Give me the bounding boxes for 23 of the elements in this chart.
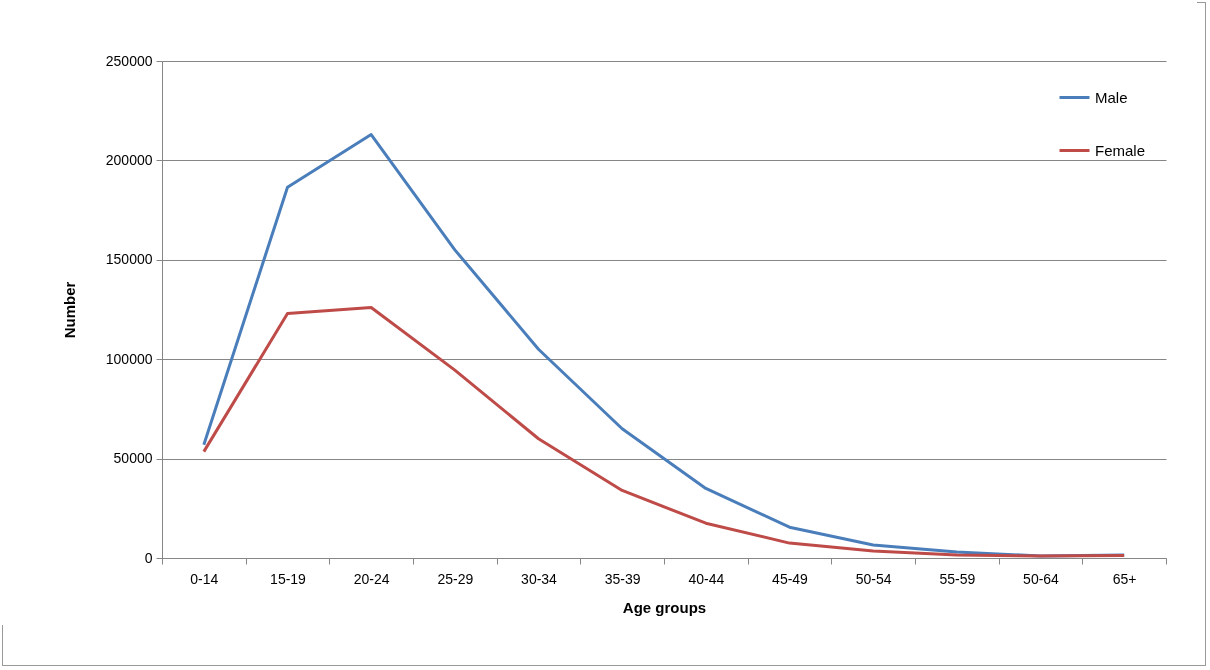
x-tick-label: 65+ — [1112, 570, 1137, 587]
legend-label: Female — [1095, 141, 1146, 159]
y-tick-label: 200000 — [105, 151, 153, 168]
y-tick-label: 50000 — [113, 450, 153, 467]
line-series — [202, 306, 1126, 558]
y-axis-title: Number — [60, 281, 78, 339]
x-tick-label: 50-64 — [1023, 570, 1060, 587]
y-tick-label: 150000 — [105, 251, 153, 268]
x-tick-label: 30-34 — [521, 570, 558, 587]
x-tick-label: 0-14 — [190, 570, 219, 587]
y-tick-label: 250000 — [105, 52, 153, 69]
x-tick-label: 15-19 — [270, 570, 307, 587]
x-axis-title: Age groups — [622, 598, 707, 616]
y-tick-label: 0 — [144, 549, 153, 566]
x-tick-label: 25-29 — [437, 570, 474, 587]
x-tick-label: 50-54 — [855, 570, 892, 587]
x-tick-label: 20-24 — [353, 570, 390, 587]
x-tick-label: 45-49 — [772, 570, 809, 587]
y-tick-label: 100000 — [105, 350, 153, 367]
x-tick-label: 55-59 — [939, 570, 976, 587]
legend-label: Male — [1095, 88, 1128, 106]
x-tick-label: 40-44 — [688, 570, 725, 587]
x-tick-label: 35-39 — [604, 570, 641, 587]
